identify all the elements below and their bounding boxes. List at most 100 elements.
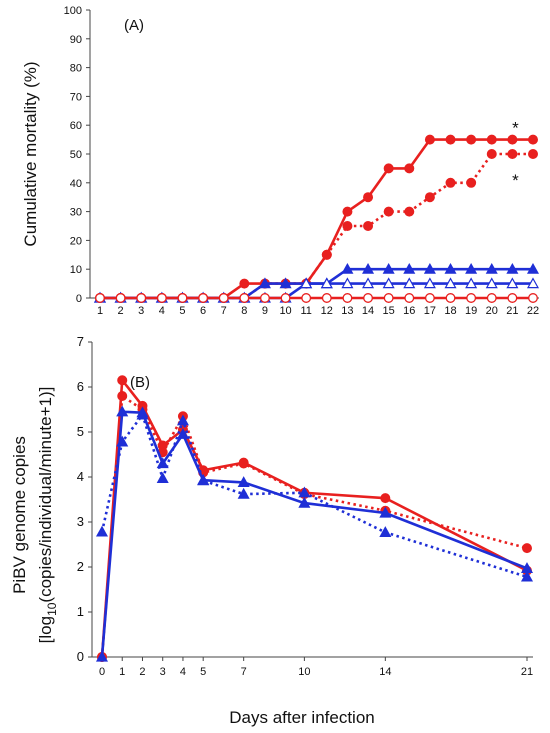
- panel-a-x-tick-label: 13: [341, 305, 353, 317]
- panel-a-series-1-point: [486, 134, 497, 145]
- panel-a-series-3-point: [279, 277, 292, 289]
- panel-b-series-3-point: [156, 457, 169, 469]
- panel-b-series: [95, 375, 534, 662]
- panel-a-label: (A): [124, 17, 144, 34]
- panel-a-x-tick-label: 20: [486, 305, 498, 317]
- panel-b-series-2: [97, 391, 532, 662]
- panel-a-series-1-point: [424, 134, 435, 145]
- panel-a-series-3-point: [341, 262, 354, 274]
- panel-b-x-tick-label: 0: [99, 666, 105, 678]
- panel-a-x-tick-label: 12: [321, 305, 333, 317]
- panel-a-series-5: [95, 293, 538, 303]
- panel-a-series-4-point: [382, 277, 395, 289]
- panel-a-series-5-point: [301, 293, 312, 303]
- panel-b-series-4-point: [116, 435, 129, 447]
- panel-a-series-1-point: [507, 134, 518, 145]
- panel-a-annotation-asterisk: *: [512, 171, 519, 190]
- panel-a-series-5-point: [404, 293, 415, 303]
- panel-b-series-4-point: [237, 487, 250, 499]
- panel-b-y-axis-title: PiBV genome copies: [10, 436, 29, 594]
- unit-part-1: [log: [36, 616, 55, 643]
- panel-a-x-tick-label: 16: [403, 305, 415, 317]
- panel-b-y-tick-label: 6: [77, 379, 84, 394]
- panel-a-series-4-point: [444, 277, 457, 289]
- panel-a-y-tick-label: 40: [70, 178, 82, 190]
- panel-a-series-2-point: [383, 206, 394, 217]
- panel-a-series-4-point: [300, 277, 313, 289]
- panel-a-series-1: [95, 134, 538, 303]
- panel-a-series-5-point: [239, 293, 250, 303]
- panel-a-series-3-point: [444, 262, 457, 274]
- panel-a-series-5-point: [528, 293, 538, 303]
- panel-b-x-tick-label: 21: [521, 666, 533, 678]
- panel-a-x-tick-label: 2: [118, 305, 124, 317]
- panel-b-x-tick-label: 1: [119, 666, 125, 678]
- panel-a-y-tick-label: 80: [70, 63, 82, 75]
- panel-a-x-tick-label: 22: [527, 305, 539, 317]
- panel-a-series-2-point: [507, 149, 518, 159]
- panel-b-label: (B): [130, 374, 150, 391]
- panel-a-series-1-line: [100, 138, 533, 300]
- panel-a-series-5-point: [486, 293, 497, 303]
- panel-a-series-5-point: [424, 293, 435, 303]
- panel-a-series-2-point: [528, 149, 538, 159]
- panel-b-series-4-point: [379, 526, 392, 537]
- panel-b-series-2-line: [100, 394, 528, 658]
- panel-a-y-tick-label: 50: [70, 149, 82, 161]
- panel-a-x-tick-label: 6: [200, 305, 206, 317]
- panel-a-series-1-point: [466, 134, 477, 145]
- panel-a-y-tick-label: 10: [70, 264, 82, 276]
- panel-a-series-1-point: [445, 134, 456, 145]
- panel-b-x-tick-label: 5: [200, 666, 206, 678]
- panel-a-x-tick-label: 17: [424, 305, 436, 317]
- panel-b-y-tick-label: 7: [77, 334, 84, 349]
- panel-b-y-tick-label: 5: [77, 424, 84, 439]
- panel-a-series-5-point: [260, 293, 270, 303]
- panel-a-series-5-point: [136, 293, 147, 303]
- panel-a-x-tick-label: 1: [97, 305, 103, 317]
- panel-a-x-tick-label: 9: [262, 305, 268, 317]
- panel-a-y-tick-label: 0: [76, 293, 82, 305]
- panel-a-series-2-point: [466, 177, 477, 188]
- panel-a-series-1-point: [342, 206, 353, 217]
- panel-b-series-3-point: [298, 496, 311, 508]
- panel-b-series-3-point: [116, 405, 129, 417]
- panel-b-x-axis-title: Days after infection: [229, 708, 375, 727]
- panel-b-series-3-point: [95, 650, 109, 662]
- panel-b-series-4-point: [520, 570, 534, 582]
- panel-a-series-5-point: [445, 293, 456, 303]
- panel-a-series-5-point: [218, 293, 229, 303]
- panel-a-series-1-point: [528, 134, 538, 145]
- panel-a-series-2-line: [100, 152, 533, 300]
- panel-a-y-tick-label: 30: [70, 207, 82, 219]
- panel-b-series-4-point: [136, 408, 149, 420]
- panel-b-x-tick-label: 10: [298, 666, 310, 678]
- panel-a-series-4-point: [362, 277, 375, 289]
- panel-a-series-2-point: [445, 177, 456, 188]
- panel-b-series-1: [97, 375, 532, 662]
- panel-a-series-5-point: [280, 293, 291, 303]
- panel-a-series-5-point: [466, 293, 477, 303]
- panel-a-x-tick-label: 7: [221, 305, 227, 317]
- panel-a-series-3-point: [506, 262, 519, 274]
- panel-a-x-tick-label: 21: [506, 305, 518, 317]
- panel-a-series-5-point: [507, 293, 518, 303]
- panel-b-x-tick-label: 3: [160, 666, 166, 678]
- panel-a-series-3-point: [485, 262, 498, 274]
- panel-b-series-4: [95, 408, 534, 582]
- panel-a-series-1-point: [383, 163, 394, 174]
- panel-b-series-2-point: [238, 458, 249, 469]
- panel-a-series-4-point: [506, 277, 519, 289]
- panel-a-x-tick-label: 5: [179, 305, 185, 317]
- panel-a-x-tick-label: 15: [383, 305, 395, 317]
- panel-a-series-3-point: [465, 262, 478, 274]
- panel-a-series-4-point: [485, 277, 498, 289]
- panel-a-series-4-point: [320, 277, 333, 289]
- panel-a-series-3-point: [382, 262, 395, 274]
- panel-b-series-4-point: [197, 474, 210, 486]
- panel-a-series-2-point: [404, 206, 415, 217]
- panel-b-series-3-point: [176, 428, 189, 439]
- panel-a-series-3-point: [258, 277, 271, 289]
- panel-b-x-tick-label: 14: [379, 666, 391, 678]
